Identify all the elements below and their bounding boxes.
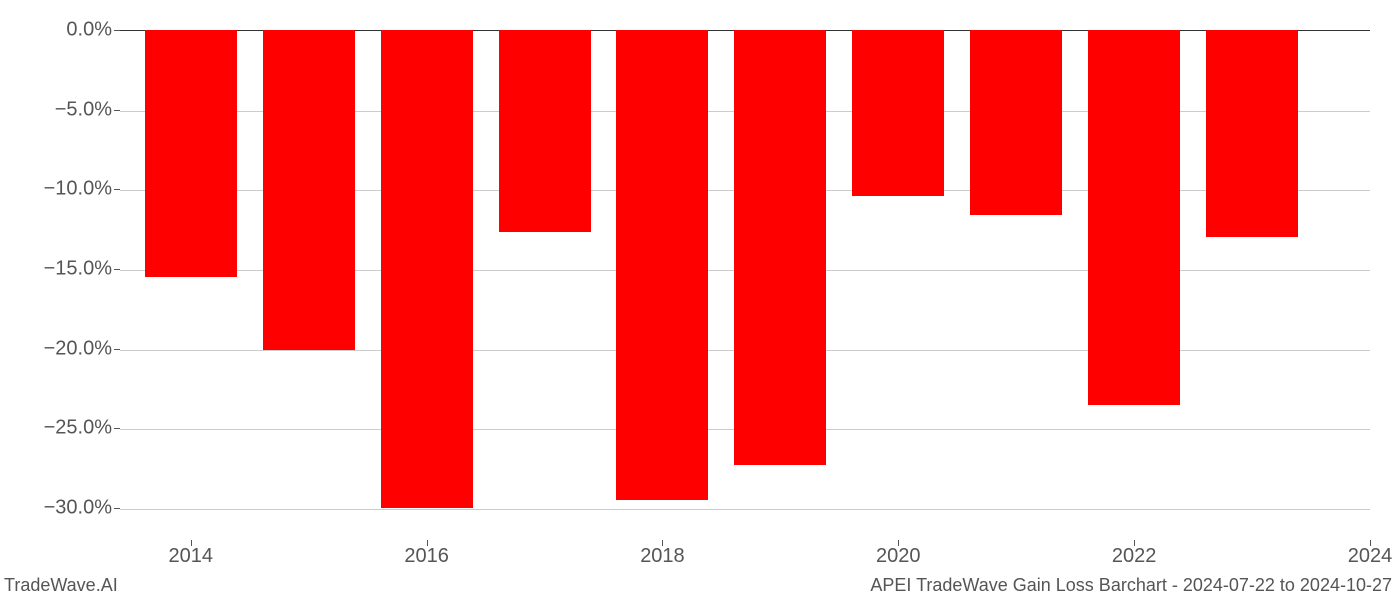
y-tick-mark xyxy=(114,189,120,190)
y-tick-mark xyxy=(114,349,120,350)
bar xyxy=(263,30,355,350)
y-tick-mark xyxy=(114,428,120,429)
footer-left-text: TradeWave.AI xyxy=(4,575,118,596)
bar xyxy=(1206,30,1298,237)
x-tick-mark xyxy=(1134,540,1135,546)
x-tick-label: 2020 xyxy=(876,545,921,568)
y-tick-label: −10.0% xyxy=(12,178,112,201)
x-tick-label: 2018 xyxy=(640,545,685,568)
y-tick-label: −25.0% xyxy=(12,417,112,440)
y-tick-mark xyxy=(114,508,120,509)
x-tick-mark xyxy=(898,540,899,546)
bar xyxy=(616,30,708,500)
x-tick-mark xyxy=(662,540,663,546)
x-tick-label: 2014 xyxy=(169,545,214,568)
x-tick-label: 2022 xyxy=(1112,545,1157,568)
bar xyxy=(970,30,1062,215)
y-tick-label: −20.0% xyxy=(12,337,112,360)
x-tick-mark xyxy=(191,540,192,546)
y-tick-mark xyxy=(114,30,120,31)
bar xyxy=(499,30,591,232)
y-tick-label: −5.0% xyxy=(12,98,112,121)
footer-right-text: APEI TradeWave Gain Loss Barchart - 2024… xyxy=(870,575,1392,596)
y-tick-label: −30.0% xyxy=(12,497,112,520)
x-tick-label: 2016 xyxy=(404,545,449,568)
x-tick-mark xyxy=(1370,540,1371,546)
x-tick-label: 2024 xyxy=(1348,545,1393,568)
y-tick-mark xyxy=(114,110,120,111)
y-tick-label: −15.0% xyxy=(12,258,112,281)
y-tick-mark xyxy=(114,269,120,270)
bar xyxy=(1088,30,1180,405)
x-tick-mark xyxy=(427,540,428,546)
bar xyxy=(145,30,237,277)
bar xyxy=(381,30,473,508)
chart-container: TradeWave.AI APEI TradeWave Gain Loss Ba… xyxy=(0,0,1400,600)
y-tick-label: 0.0% xyxy=(12,19,112,42)
grid-line xyxy=(120,509,1370,510)
bar xyxy=(734,30,826,465)
bar xyxy=(852,30,944,196)
